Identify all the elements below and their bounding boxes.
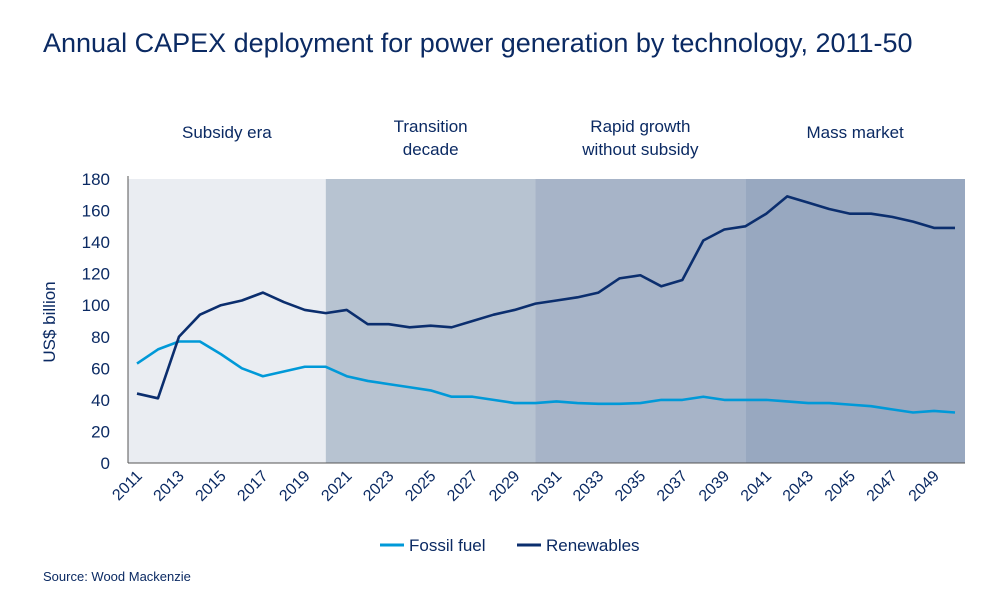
x-tick-label: 2017 [234, 468, 271, 505]
x-tick-label: 2013 [151, 468, 188, 505]
x-tick-label: 2019 [276, 468, 313, 505]
x-tick-label: 2043 [780, 468, 817, 505]
source-note: Source: Wood Mackenzie [43, 569, 191, 584]
x-tick-label: 2029 [486, 468, 523, 505]
era-label: Transition [394, 117, 468, 136]
y-tick-label: 100 [82, 296, 110, 315]
series-line-fossil-fuel [136, 340, 956, 414]
legend-label: Fossil fuel [409, 536, 486, 555]
x-tick-label: 2045 [822, 468, 859, 505]
y-tick-label: 80 [91, 328, 110, 347]
y-tick-label: 20 [91, 422, 110, 441]
x-tick-label: 2031 [528, 468, 565, 505]
y-tick-label: 140 [82, 233, 110, 252]
y-axis-label: US$ billion [40, 281, 59, 362]
x-tick-label: 2035 [612, 468, 649, 505]
y-tick-label: 0 [101, 454, 110, 473]
x-tick-label: 2037 [654, 468, 691, 505]
era-band [325, 179, 536, 463]
chart-title: Annual CAPEX deployment for power genera… [43, 28, 913, 58]
y-tick-label: 120 [82, 265, 110, 284]
x-tick-label: 2041 [738, 468, 775, 505]
x-tick-label: 2033 [570, 468, 607, 505]
legend-label: Renewables [546, 536, 640, 555]
x-tick-label: 2027 [444, 468, 481, 505]
y-tick-label: 40 [91, 391, 110, 410]
x-tick-label: 2025 [402, 468, 439, 505]
era-label: without subsidy [581, 140, 699, 159]
era-label: decade [403, 140, 459, 159]
era-band [128, 179, 326, 463]
x-tick-label: 2049 [906, 468, 943, 505]
x-tick-label: 2021 [318, 468, 355, 505]
x-tick-label: 2023 [360, 468, 397, 505]
x-tick-label: 2015 [193, 468, 230, 505]
era-band [745, 179, 965, 463]
x-tick-label: 2011 [109, 468, 145, 504]
y-tick-label: 180 [82, 170, 110, 189]
era-label: Mass market [806, 123, 904, 142]
x-tick-label: 2039 [696, 468, 733, 505]
x-tick-label: 2047 [864, 468, 901, 505]
y-tick-label: 60 [91, 359, 110, 378]
series-line-renewables [136, 195, 955, 400]
era-label: Subsidy era [182, 123, 272, 142]
era-band [535, 179, 746, 463]
era-label: Rapid growth [590, 117, 690, 136]
y-tick-label: 160 [82, 202, 110, 221]
